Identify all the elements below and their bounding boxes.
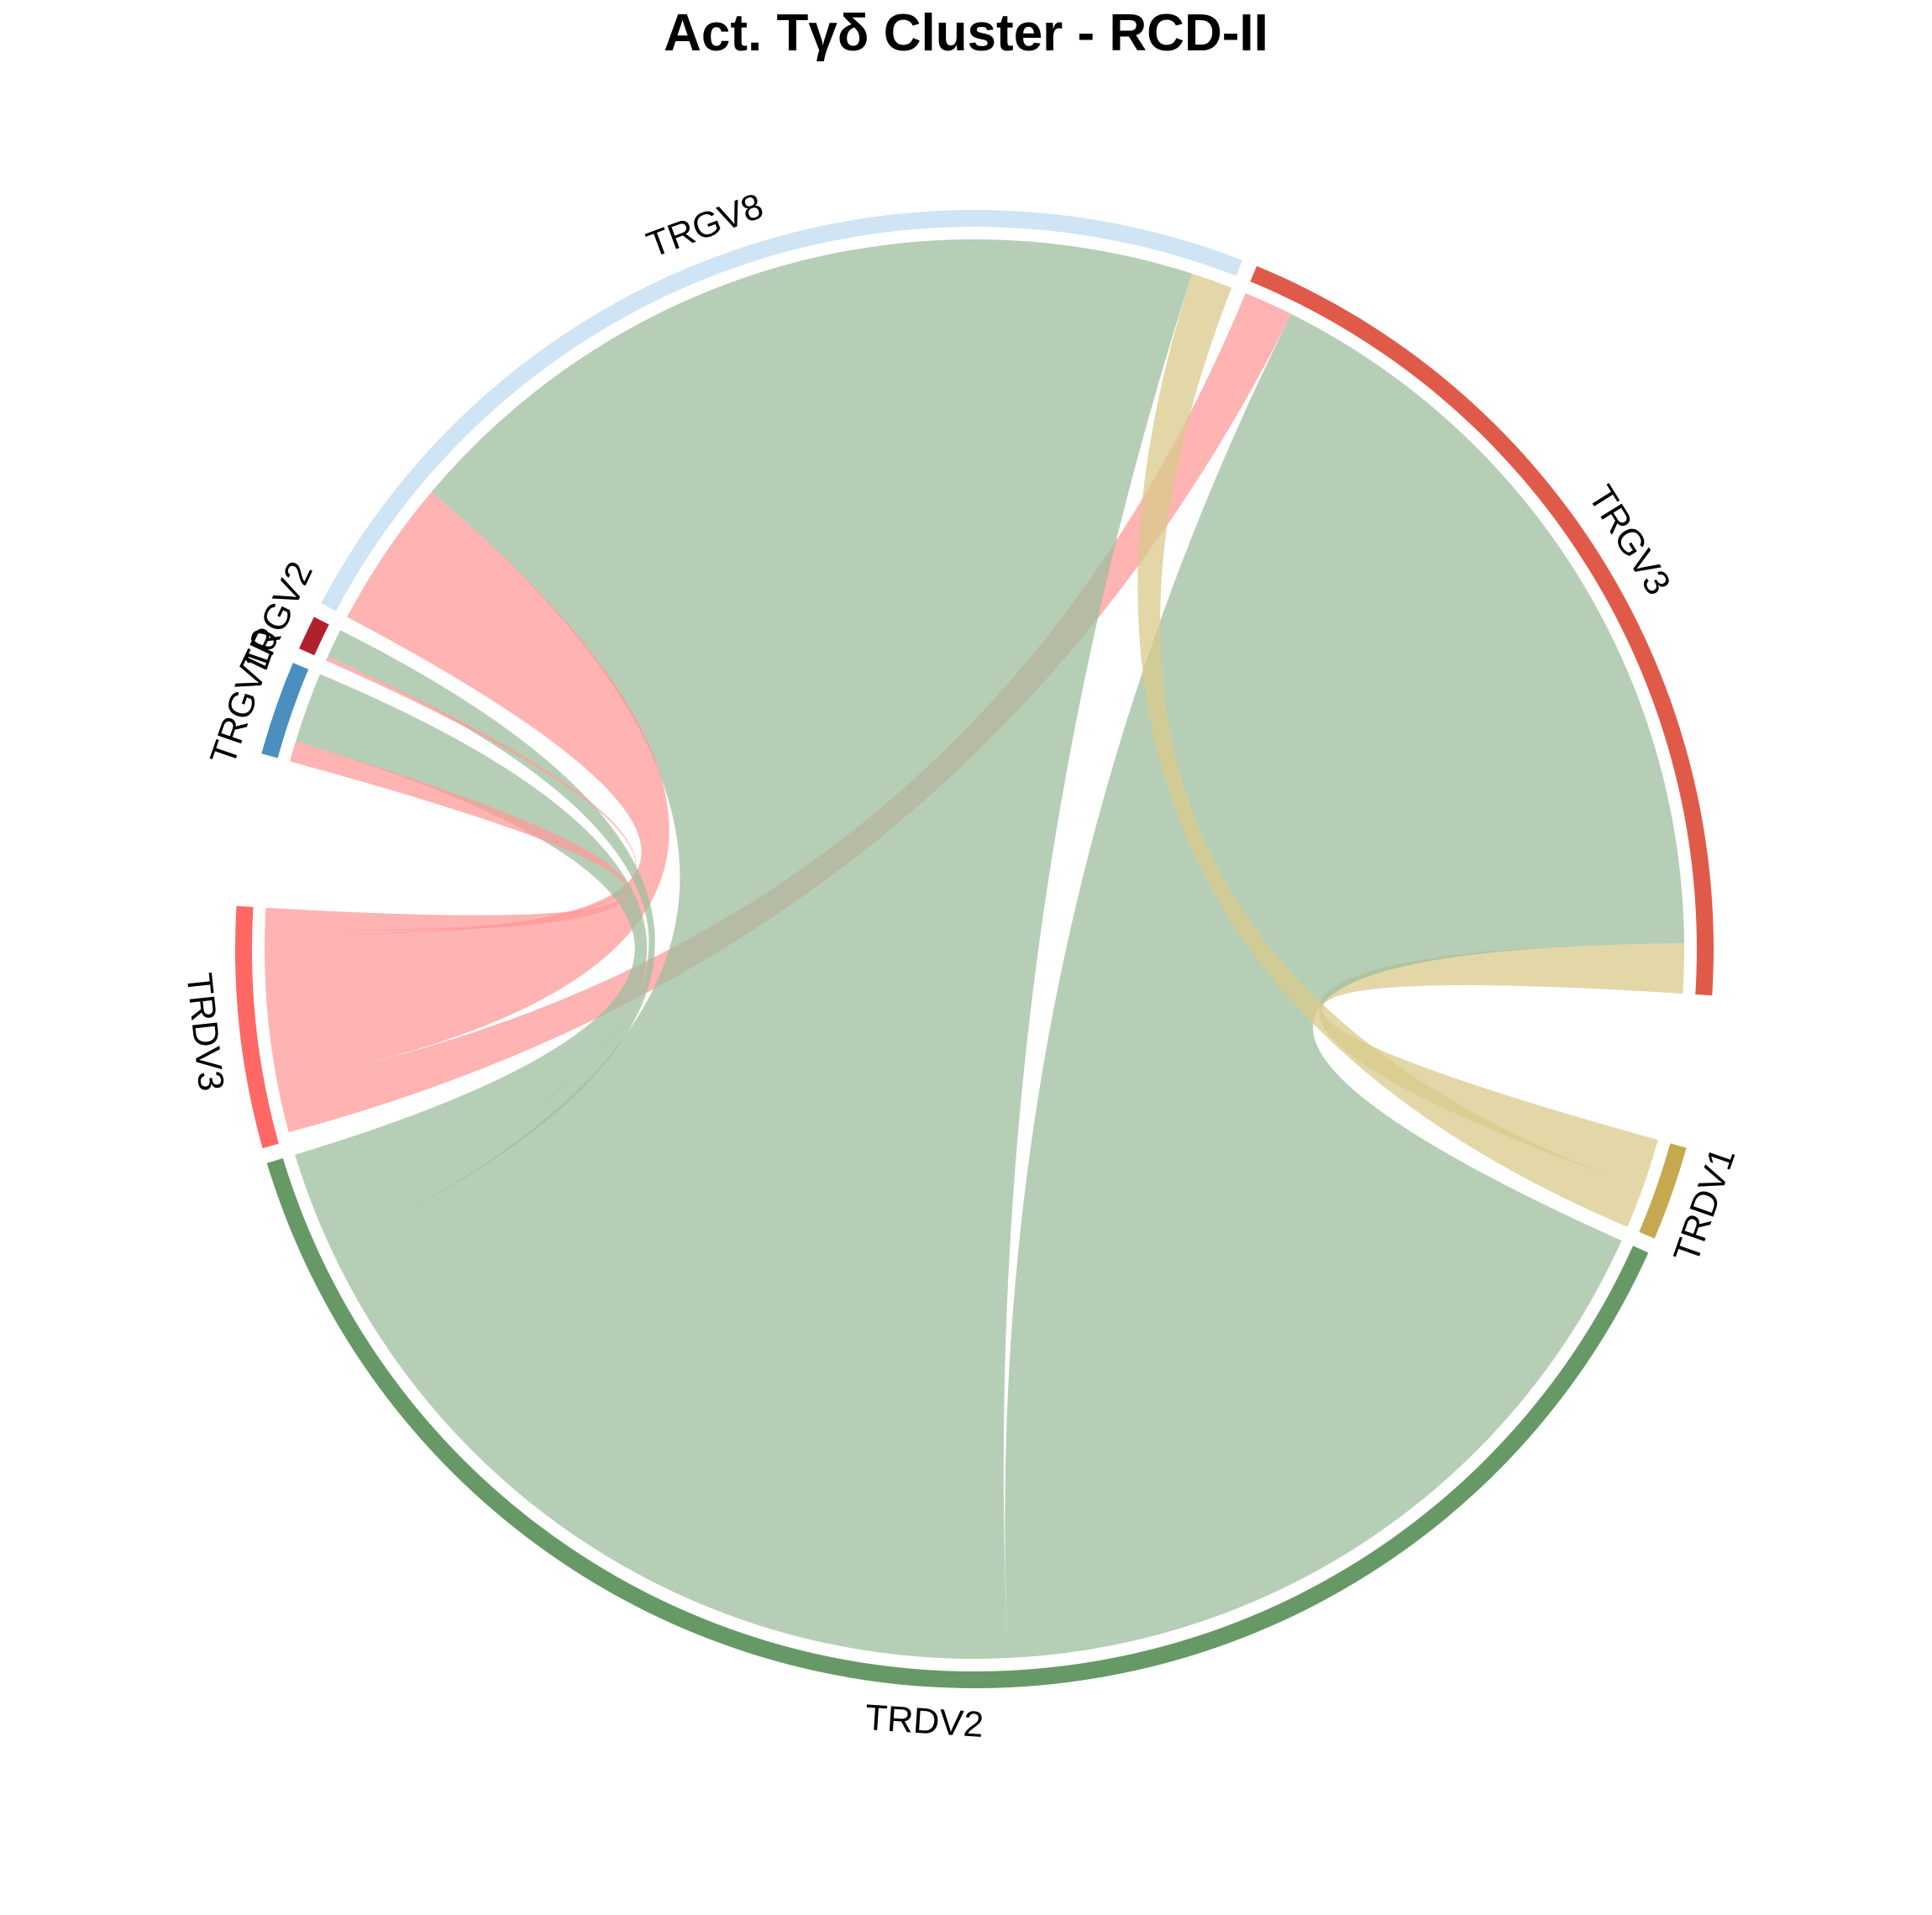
- sector-trgv2: [299, 616, 329, 656]
- chart-title: Act. Tγδ Cluster - RCD-II: [664, 4, 1268, 62]
- sector-trgv3: [1250, 265, 1714, 996]
- link-trgv10-trdv3: [265, 741, 628, 931]
- sectors-layer: [234, 209, 1714, 1689]
- sector-trgv10: [261, 663, 309, 758]
- label-trdv3: TRDV3: [178, 971, 231, 1093]
- link-trgv3-trdv2: [1005, 313, 1684, 1659]
- sector-trdv1: [1639, 1143, 1687, 1239]
- link-trgv10-trdv2: [295, 674, 648, 1222]
- link-trgv8-trdv2: [330, 239, 1193, 1659]
- link-trgv3-trdv1: [1318, 943, 1684, 1188]
- link-trgv8-trdv3: [265, 491, 669, 1083]
- links-layer: [265, 239, 1684, 1659]
- link-trgv8-trdv1: [1137, 273, 1643, 1227]
- sector-trdv3: [234, 905, 279, 1149]
- link-trgv2-trdv2: [318, 630, 655, 1249]
- label-trdv2: TRDV2: [864, 1697, 984, 1745]
- label-trgv3: TRGV3: [1580, 479, 1678, 602]
